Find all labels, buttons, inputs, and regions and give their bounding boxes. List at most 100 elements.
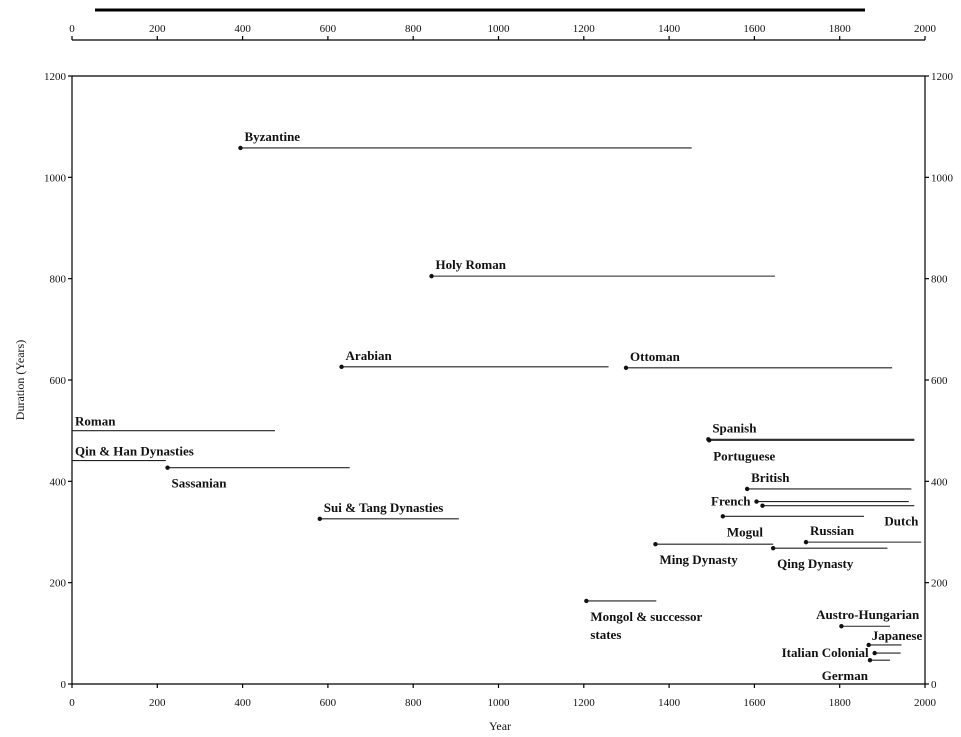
empire-austro-hungarian: Austro-Hungarian [816, 607, 920, 629]
empire-label-line: French [711, 494, 751, 509]
empire-dutch: Dutch [760, 503, 919, 529]
right-y-tick-label: 200 [931, 578, 948, 590]
empire-russian: Russian [803, 523, 922, 545]
bottom-x-axis: 0 200 400 600 800 1000 1200 1400 1600 1800 2000 [69, 684, 937, 709]
empire-mogul: Mogul [720, 514, 865, 539]
top-x-tick-label: 0 [69, 23, 75, 35]
empire-label-line: Portuguese [713, 448, 775, 463]
empire-byzantine: Byzantine [238, 129, 692, 151]
empire-label-line: Ming Dynasty [659, 552, 738, 567]
empire-qing-dynasty: Qing Dynasty [770, 546, 888, 571]
empire-sassanian: Sassanian [165, 465, 350, 491]
top-x-tick-label: 1000 [488, 23, 511, 35]
empire-start-point [429, 273, 434, 279]
empire-label: Sassanian [172, 476, 228, 491]
empire-label: Byzantine [244, 129, 300, 144]
empire-label: Mogul [727, 524, 764, 539]
left-y-tick-label: 400 [50, 476, 67, 488]
bottom-x-tick-label: 1000 [488, 697, 511, 709]
empire-label: Ming Dynasty [659, 552, 738, 567]
empire-german: German [822, 657, 891, 683]
bottom-x-tick-label: 800 [405, 697, 422, 709]
empire-label-line: Arabian [346, 348, 393, 363]
empire-label-line: Sassanian [172, 476, 228, 491]
right-y-tick-label: 800 [931, 274, 948, 286]
empire-label-line: Spanish [712, 420, 757, 435]
empire-label-line: states [590, 627, 621, 642]
empire-start-point [872, 650, 877, 656]
empire-label: British [751, 470, 790, 485]
x-axis-title: Year [489, 719, 511, 733]
bottom-x-tick-label: 1200 [573, 697, 596, 709]
empire-label: Qing Dynasty [777, 556, 854, 571]
empire-start-point [720, 514, 726, 519]
empire-label-line: German [822, 668, 869, 683]
top-x-tick-label: 1800 [829, 23, 852, 35]
empire-french: French [711, 494, 909, 509]
left-y-tick-label: 1000 [44, 172, 67, 184]
empire-label: Austro-Hungarian [816, 607, 920, 622]
top-x-tick-label: 1600 [743, 23, 766, 35]
empire-qin-and-han-dynasties: Qin & Han Dynasties [72, 444, 194, 462]
left-y-tick-label: 1200 [44, 71, 67, 83]
empire-label: Roman [75, 414, 116, 429]
empire-start-point [770, 546, 776, 551]
empire-label: Russian [810, 523, 855, 538]
top-x-tick-label: 600 [320, 23, 337, 35]
empire-label: Qin & Han Dynasties [75, 444, 194, 459]
bottom-x-tick-label: 200 [149, 697, 166, 709]
empire-label-line: Sui & Tang Dynasties [324, 500, 444, 515]
empire-portuguese: Portuguese [706, 438, 915, 463]
empire-label-line: Qin & Han Dynasties [75, 444, 194, 459]
empire-label: French [711, 494, 751, 509]
empire-label: Spanish [712, 420, 757, 435]
bottom-x-tick-label: 600 [320, 697, 337, 709]
empire-start-point [866, 642, 871, 648]
empire-label: Mongol & successor states [590, 609, 702, 642]
empire-label-line: Holy Roman [436, 257, 507, 272]
y-axis-title: Duration (Years) [13, 340, 27, 420]
top-x-tick-label: 800 [405, 23, 422, 35]
empire-label: Japanese [872, 628, 923, 643]
right-y-tick-label: 0 [931, 679, 937, 691]
empire-start-point [339, 364, 344, 370]
empire-start-point [584, 598, 589, 604]
empire-italian-colonial: Italian Colonial [782, 645, 901, 660]
empire-sui-and-tang-dynasties: Sui & Tang Dynasties [317, 500, 459, 522]
empire-label: Sui & Tang Dynasties [324, 500, 444, 515]
right-y-axis: 0 200 400 600 800 1000 1200 [925, 71, 954, 691]
empire-label: Arabian [346, 348, 393, 363]
empire-japanese: Japanese [866, 628, 923, 648]
top-x-axis: 0 200 400 600 800 1000 1200 1400 1600 1800 2000 [69, 23, 937, 40]
empire-label-line: Dutch [884, 514, 919, 529]
bottom-x-tick-label: 1600 [743, 697, 766, 709]
left-y-tick-label: 200 [50, 578, 67, 590]
empire-start-point [754, 499, 759, 504]
top-x-tick-label: 400 [234, 23, 251, 35]
top-x-tick-label: 1400 [658, 23, 681, 35]
empire-label-line: Russian [810, 523, 855, 538]
empire-label: Dutch [884, 514, 919, 529]
right-y-tick-label: 1200 [931, 71, 954, 83]
empire-arabian: Arabian [339, 348, 609, 370]
top-x-tick-label: 200 [149, 23, 166, 35]
left-y-tick-label: 600 [50, 375, 67, 387]
empire-ottoman: Ottoman [623, 349, 893, 371]
empire-label-line: Roman [75, 414, 116, 429]
empire-start-point [867, 657, 873, 663]
empire-british: British [744, 470, 912, 492]
right-y-tick-label: 400 [931, 476, 948, 488]
empire-ming-dynasty: Ming Dynasty [653, 541, 774, 567]
right-y-tick-label: 600 [931, 375, 948, 387]
empire-start-point [839, 624, 844, 629]
bottom-x-tick-label: 400 [234, 697, 251, 709]
empire-start-point [238, 145, 243, 151]
top-x-tick-label: 1200 [573, 23, 596, 35]
empire-label-line: Ottoman [630, 349, 681, 364]
empire-label-line: Austro-Hungarian [816, 607, 920, 622]
empire-label: German [822, 668, 869, 683]
plot-frame [71, 39, 926, 685]
bottom-x-tick-label: 1400 [658, 697, 681, 709]
empire-start-point [653, 541, 658, 547]
